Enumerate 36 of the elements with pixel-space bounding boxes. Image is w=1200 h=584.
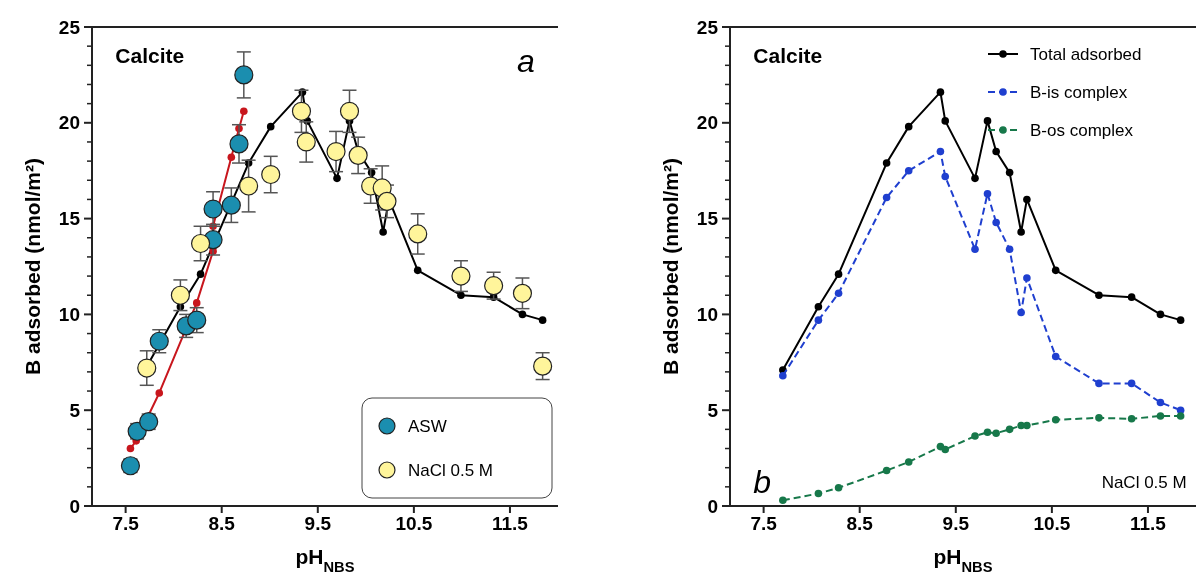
annotation: a bbox=[516, 42, 535, 79]
legend-label: ASW bbox=[408, 416, 447, 436]
x-tick-label: 9.5 bbox=[304, 513, 332, 534]
x-axis-title: pH$_{NBS}$ bbox=[295, 545, 355, 575]
y-tick-label: 10 bbox=[58, 304, 80, 326]
y-tick-label: 25 bbox=[696, 16, 719, 38]
annotation: b bbox=[753, 464, 772, 501]
annotation: NaCl 0.5 M bbox=[1101, 473, 1187, 492]
x-tick-label: 10.5 bbox=[395, 513, 433, 534]
x-tick-label: 7.5 bbox=[112, 513, 140, 534]
y-tick-label: 10 bbox=[696, 304, 718, 326]
x-tick-label: 9.5 bbox=[942, 513, 970, 534]
legend-label: B-os complex bbox=[1030, 120, 1134, 140]
y-tick-label: 20 bbox=[58, 112, 80, 134]
y-tick-label: 15 bbox=[696, 208, 719, 230]
legend-label: Total adsorbed bbox=[1030, 44, 1142, 64]
legend-label: NaCl 0.5 M bbox=[408, 460, 494, 480]
y-tick-label: 25 bbox=[58, 16, 81, 38]
x-tick-label: 11.5 bbox=[491, 513, 529, 534]
x-tick-label: 11.5 bbox=[1129, 513, 1167, 534]
y-tick-label: 5 bbox=[707, 399, 719, 421]
y-axis-title: B adsorbed (nmol/m²) bbox=[659, 157, 682, 376]
x-axis-title: pH$_{NBS}$ bbox=[933, 545, 993, 575]
y-tick-label: 15 bbox=[58, 208, 81, 230]
y-tick-label: 0 bbox=[707, 495, 718, 517]
legend-label: B-is complex bbox=[1030, 82, 1128, 102]
y-tick-label: 5 bbox=[69, 399, 81, 421]
x-tick-label: 7.5 bbox=[750, 513, 778, 534]
x-tick-label: 8.5 bbox=[208, 513, 236, 534]
y-tick-label: 0 bbox=[69, 495, 80, 517]
annotation: Calcite bbox=[753, 44, 823, 68]
y-tick-label: 20 bbox=[696, 112, 718, 134]
annotation: Calcite bbox=[115, 44, 185, 68]
x-tick-label: 8.5 bbox=[846, 513, 874, 534]
y-axis-title: B adsorbed (nmol/m²) bbox=[21, 157, 44, 376]
x-tick-label: 10.5 bbox=[1033, 513, 1071, 534]
